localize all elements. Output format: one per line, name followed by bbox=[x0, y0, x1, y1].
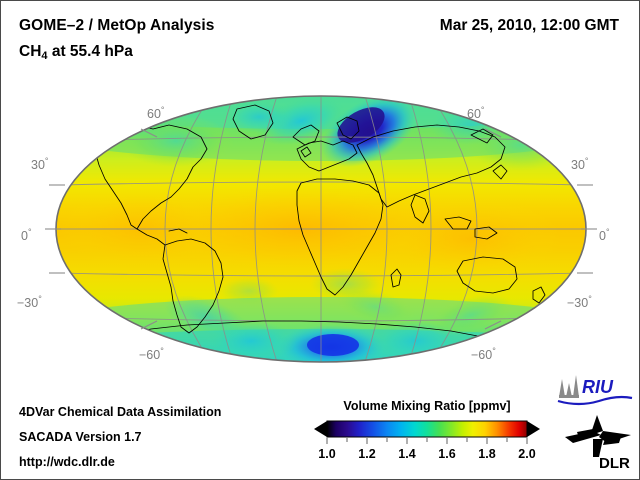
riu-logo: RIU bbox=[557, 375, 633, 406]
colorbar-tick-5: 1.8 bbox=[478, 447, 496, 461]
colorbar-extend-low-arrow bbox=[314, 421, 327, 437]
lat-label-60-south-left: −60° bbox=[139, 346, 164, 363]
colorbar: Volume Mixing Ratio [ppmv] bbox=[313, 399, 541, 475]
degree-symbol: ° bbox=[27, 227, 32, 237]
lat-label-60-south-right: −60° bbox=[471, 346, 496, 363]
colorbar-extend-high-arrow bbox=[527, 421, 540, 437]
species-prefix: CH bbox=[19, 43, 42, 60]
dlr-logo: DLR bbox=[565, 415, 631, 471]
footer-line-url[interactable]: http://wdc.dlr.de bbox=[19, 455, 115, 469]
degree-symbol: ° bbox=[38, 294, 42, 304]
map-svg bbox=[55, 95, 587, 363]
lat-label-60-north-right: 60° bbox=[467, 105, 485, 122]
species-subtitle: CH4 at 55.4 hPa bbox=[19, 43, 133, 62]
colorbar-tick-1: 1.0 bbox=[318, 447, 336, 461]
lat-label-60-north-left: 60° bbox=[147, 105, 165, 122]
degree-symbol: ° bbox=[492, 346, 496, 356]
degree-symbol: ° bbox=[160, 105, 165, 115]
timestamp-label: Mar 25, 2010, 12:00 GMT bbox=[439, 17, 619, 34]
degree-symbol: ° bbox=[160, 346, 164, 356]
degree-symbol: ° bbox=[588, 294, 592, 304]
lat-label-30-north-right: 30° bbox=[571, 156, 589, 173]
degree-symbol: ° bbox=[584, 156, 589, 166]
degree-symbol: ° bbox=[605, 227, 610, 237]
colorbar-title: Volume Mixing Ratio [ppmv] bbox=[343, 399, 511, 413]
colorbar-tick-labels: 1.0 1.2 1.4 1.6 1.8 2.0 bbox=[313, 447, 541, 465]
footer-line-version: SACADA Version 1.7 bbox=[19, 430, 142, 444]
degree-symbol: ° bbox=[480, 105, 485, 115]
dlr-wordmark: DLR bbox=[599, 455, 630, 471]
species-level: at 55.4 hPa bbox=[47, 43, 133, 60]
world-map bbox=[1, 79, 639, 379]
riu-wordmark: RIU bbox=[582, 377, 614, 397]
species-subscript: 4 bbox=[41, 50, 48, 62]
colorbar-tick-2: 1.2 bbox=[358, 447, 376, 461]
colorbar-tick-6: 2.0 bbox=[518, 447, 536, 461]
riu-spikes-icon bbox=[559, 375, 579, 398]
lat-label-30-south-left: −30° bbox=[17, 294, 42, 311]
footer-line-method: 4DVar Chemical Data Assimilation bbox=[19, 405, 222, 419]
colorbar-tick-4: 1.6 bbox=[438, 447, 456, 461]
colorbar-gradient bbox=[314, 420, 540, 444]
lat-label-0-left: 0° bbox=[21, 227, 32, 244]
page-title: GOME–2 / MetOp Analysis bbox=[19, 17, 215, 34]
riu-swoosh-icon bbox=[557, 395, 633, 406]
lat-label-0-right: 0° bbox=[599, 227, 610, 244]
lat-label-30-south-right: −30° bbox=[567, 294, 592, 311]
degree-symbol: ° bbox=[44, 156, 49, 166]
lat-label-30-north-left: 30° bbox=[31, 156, 49, 173]
dlr-mark-icon bbox=[565, 415, 631, 457]
colorbar-tick-3: 1.4 bbox=[398, 447, 416, 461]
